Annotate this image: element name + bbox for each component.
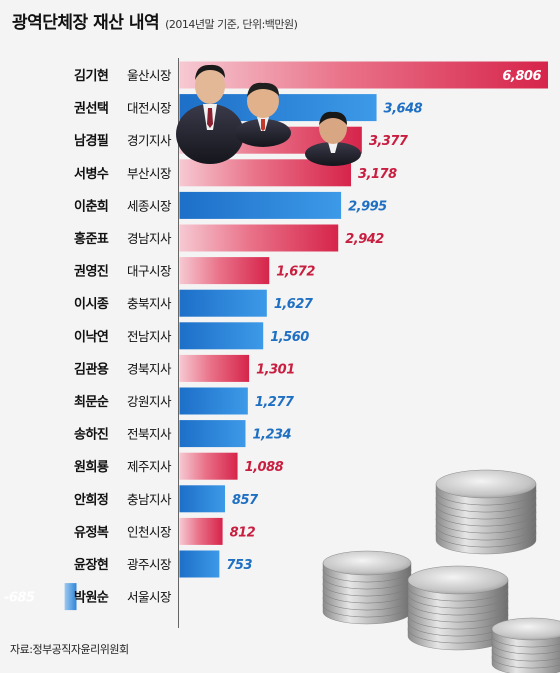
name-label-권영진: 권영진 xyxy=(74,264,108,280)
row-김관용: 1,301 김관용 경북지사 xyxy=(74,354,295,382)
role-label-홍준표: 경남지사 xyxy=(127,231,172,246)
name-label-이춘희: 이춘희 xyxy=(74,198,108,214)
value-label-홍준표: 2,942 xyxy=(345,232,384,247)
role-label-원희룡: 제주지사 xyxy=(127,459,172,474)
value-label-안희정: 857 xyxy=(232,493,259,508)
bar-김기현 xyxy=(179,61,548,89)
portraits xyxy=(176,64,361,166)
row-최문순: 1,277 최문순 강원지사 xyxy=(74,387,295,415)
name-label-유정복: 유정복 xyxy=(74,524,109,540)
role-label-이춘희: 세종시장 xyxy=(127,198,172,213)
row-이시종: 1,627 이시종 충북지사 xyxy=(74,289,314,317)
name-label-박원순: 박원순 xyxy=(74,590,109,606)
role-label-유정복: 인천시장 xyxy=(127,524,172,539)
chart-title: 광역단체장 재산 내역 xyxy=(12,13,160,33)
name-label-안희정: 안희정 xyxy=(74,492,108,508)
value-label-최문순: 1,277 xyxy=(255,395,295,410)
row-유정복: 812 유정복 인천시장 xyxy=(74,517,256,545)
value-label-김기현: 6,806 xyxy=(502,69,541,84)
row-박원순: -685 박원순 서울시장 xyxy=(4,583,172,611)
title-row: 광역단체장 재산 내역 (2014년말 기준, 단위:백만원) xyxy=(12,8,298,33)
portrait-kim-gihyeon xyxy=(176,64,244,164)
bar-송하진 xyxy=(179,420,246,448)
row-원희룡: 1,088 원희룡 제주지사 xyxy=(74,452,284,480)
value-label-윤장현: 753 xyxy=(226,558,252,573)
role-label-김기현: 울산시장 xyxy=(127,68,172,83)
bar-박원순 xyxy=(64,583,77,611)
name-label-최문순: 최문순 xyxy=(74,395,109,410)
value-label-권선택: 3,648 xyxy=(384,102,423,117)
bar-김관용 xyxy=(179,354,250,382)
portrait-nam-gyeongpil xyxy=(305,111,361,166)
name-label-윤장현: 윤장현 xyxy=(74,557,108,573)
role-label-최문순: 강원지사 xyxy=(127,394,172,409)
row-이춘희: 2,995 이춘희 세종시장 xyxy=(74,191,388,219)
name-label-원희룡: 원희룡 xyxy=(74,460,109,475)
role-label-서병수: 부산시장 xyxy=(127,166,172,181)
portrait-kwon-seontaek xyxy=(235,82,291,147)
value-label-남경필: 3,377 xyxy=(369,134,409,149)
row-안희정: 857 안희정 충남지사 xyxy=(74,485,260,513)
value-label-이춘희: 2,995 xyxy=(348,199,387,214)
name-label-김관용: 김관용 xyxy=(74,361,109,377)
row-윤장현: 753 윤장현 광주시장 xyxy=(74,550,253,578)
value-label-김관용: 1,301 xyxy=(256,362,295,377)
role-label-송하진: 전북지사 xyxy=(127,427,172,442)
name-label-김기현: 김기현 xyxy=(74,68,108,84)
role-label-김관용: 경북지사 xyxy=(127,361,172,376)
role-label-권영진: 대구시장 xyxy=(127,264,172,279)
coin-stack-back xyxy=(435,469,537,555)
bar-이낙연 xyxy=(179,322,264,350)
name-label-이낙연: 이낙연 xyxy=(74,329,108,345)
chart-subtitle: (2014년말 기준, 단위:백만원) xyxy=(165,18,298,31)
value-label-권영진: 1,672 xyxy=(276,265,315,280)
bar-홍준표 xyxy=(179,224,339,252)
role-label-권선택: 대전시장 xyxy=(127,101,172,116)
bar-안희정 xyxy=(179,485,226,513)
role-label-이낙연: 전남지사 xyxy=(127,329,172,344)
bar-이춘희 xyxy=(179,191,342,219)
value-label-서병수: 3,178 xyxy=(358,167,397,182)
value-label-박원순: -685 xyxy=(4,591,35,606)
coin-stack-left xyxy=(322,550,412,625)
name-label-권선택: 권선택 xyxy=(74,101,108,117)
role-label-박원순: 서울시장 xyxy=(127,590,172,605)
name-label-송하진: 송하진 xyxy=(74,427,108,443)
coin-stacks-illustration xyxy=(322,469,560,673)
bar-권영진 xyxy=(179,257,270,285)
name-label-서병수: 서병수 xyxy=(74,166,109,182)
row-홍준표: 2,942 홍준표 경남지사 xyxy=(74,224,385,252)
value-label-이시종: 1,627 xyxy=(274,297,314,312)
row-이낙연: 1,560 이낙연 전남지사 xyxy=(74,322,310,350)
role-label-윤장현: 광주시장 xyxy=(127,557,172,572)
bar-유정복 xyxy=(179,517,223,545)
row-권영진: 1,672 권영진 대구시장 xyxy=(74,257,316,285)
source-note: 자료:정부공직자윤리위원회 xyxy=(10,643,129,656)
name-label-남경필: 남경필 xyxy=(74,133,108,149)
coin-stack-middle xyxy=(407,565,509,651)
row-송하진: 1,234 송하진 전북지사 xyxy=(74,420,292,448)
value-label-원희룡: 1,088 xyxy=(245,460,284,475)
name-label-홍준표: 홍준표 xyxy=(74,231,109,247)
coin-stack-right xyxy=(491,617,560,673)
bar-원희룡 xyxy=(179,452,238,480)
value-label-송하진: 1,234 xyxy=(252,428,291,443)
row-김기현: 6,806 김기현 울산시장 xyxy=(74,61,548,89)
name-label-이시종: 이시종 xyxy=(74,296,109,312)
bar-윤장현 xyxy=(179,550,220,578)
value-label-이낙연: 1,560 xyxy=(270,330,309,345)
value-label-유정복: 812 xyxy=(230,525,256,540)
bar-최문순 xyxy=(179,387,248,415)
role-label-안희정: 충남지사 xyxy=(127,492,172,507)
role-label-이시종: 충북지사 xyxy=(127,296,172,311)
role-label-남경필: 경기지사 xyxy=(127,133,172,148)
bar-이시종 xyxy=(179,289,267,317)
